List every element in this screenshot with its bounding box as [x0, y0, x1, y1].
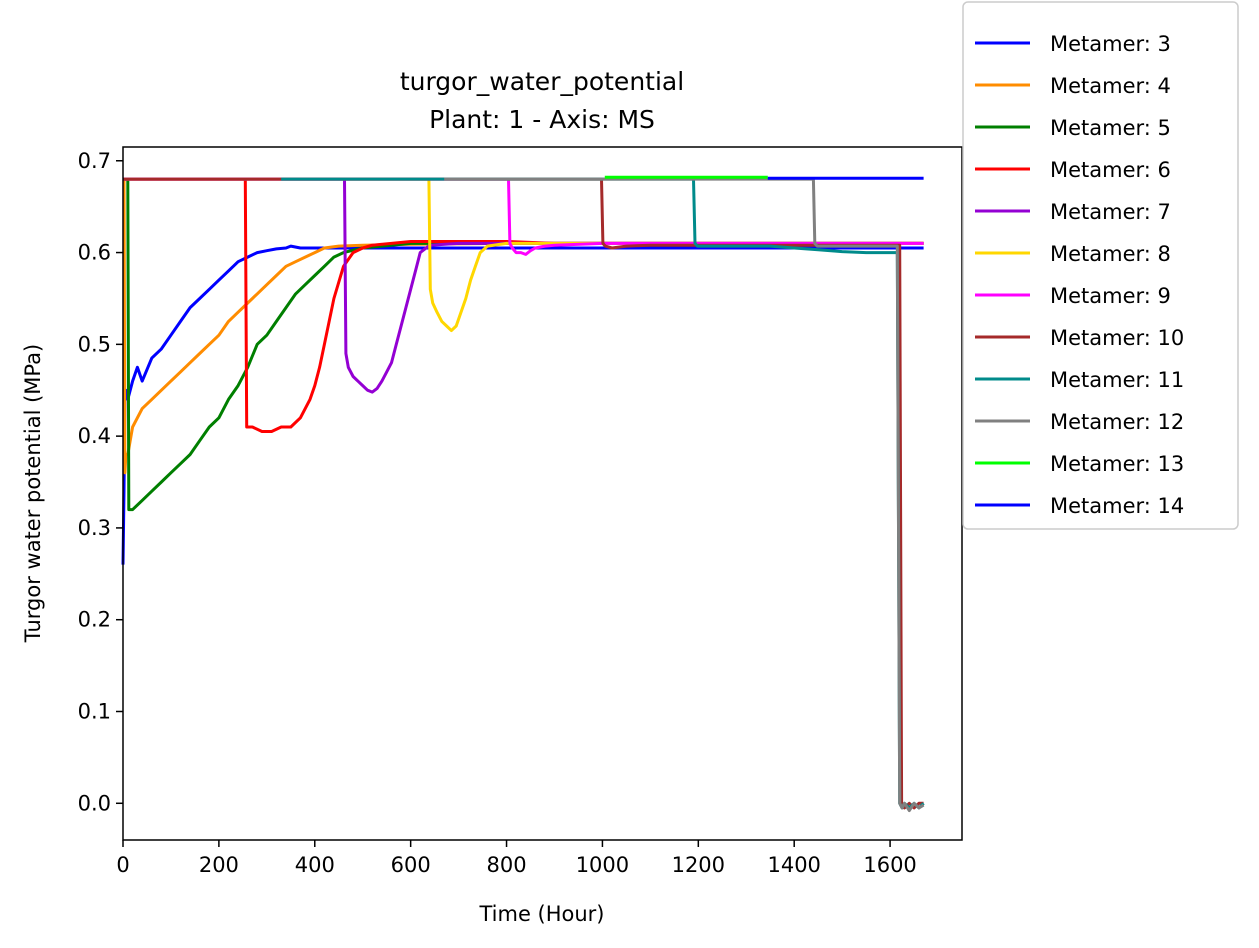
series-line-2: [122, 177, 924, 475]
legend-label-4: Metamer: 6: [1050, 158, 1171, 182]
series-line-1: [121, 244, 924, 565]
legend-label-5: Metamer: 7: [1050, 200, 1171, 224]
legend-frame: [962, 1, 1239, 530]
series-line-10: [444, 177, 925, 813]
legend-label-3: Metamer: 5: [1050, 116, 1171, 140]
series-line-6: [123, 177, 924, 333]
x-tick-label: 1000: [576, 853, 629, 877]
x-tick-label: 0: [116, 853, 129, 877]
legend-label-7: Metamer: 9: [1050, 284, 1171, 308]
y-axis-ticks: 0.0 0.1 0.2 0.3 0.4 0.5 0.6 0.7: [78, 149, 123, 815]
y-tick-label: 0.3: [78, 516, 111, 540]
legend-label-12: Metamer: 14: [1050, 494, 1184, 518]
y-tick-label: 0.0: [78, 791, 111, 815]
x-tick-label: 1400: [767, 853, 820, 877]
x-axis-ticks: 0 200 400 600 800 1000 1200 1400 1600: [116, 840, 917, 877]
y-tick-label: 0.2: [78, 608, 111, 632]
chart-title: turgor_water_potential: [400, 67, 684, 96]
legend-label-1: Metamer: 3: [1050, 32, 1171, 56]
y-tick-label: 0.4: [78, 424, 111, 448]
x-tick-label: 600: [391, 853, 431, 877]
series-line-3: [123, 177, 924, 512]
plot-area-frame: [122, 146, 963, 841]
plot-lines: [121, 175, 925, 813]
series-line-5: [123, 177, 924, 394]
legend: Metamer: 3 Metamer: 4 Metamer: 5 Metamer: 6…: [962, 1, 1239, 530]
legend-label-10: Metamer: 12: [1050, 410, 1184, 434]
legend-label-11: Metamer: 13: [1050, 452, 1184, 476]
x-axis-label: Time (Hour): [478, 902, 604, 926]
legend-label-6: Metamer: 8: [1050, 242, 1171, 266]
x-tick-label: 800: [486, 853, 526, 877]
y-tick-label: 0.6: [78, 241, 111, 265]
legend-label-8: Metamer: 10: [1050, 326, 1184, 350]
legend-label-9: Metamer: 11: [1050, 368, 1184, 392]
y-axis-label: Turgor water potential (MPa): [21, 344, 45, 643]
series-line-7: [123, 177, 924, 256]
x-tick-label: 1200: [672, 853, 725, 877]
legend-label-2: Metamer: 4: [1050, 74, 1171, 98]
chart-subtitle: Plant: 1 - Axis: MS: [429, 105, 655, 134]
y-tick-label: 0.5: [78, 332, 111, 356]
x-tick-label: 1600: [863, 853, 916, 877]
y-tick-label: 0.7: [78, 149, 111, 173]
y-tick-label: 0.1: [78, 699, 111, 723]
x-tick-label: 400: [295, 853, 335, 877]
x-tick-label: 200: [199, 853, 239, 877]
